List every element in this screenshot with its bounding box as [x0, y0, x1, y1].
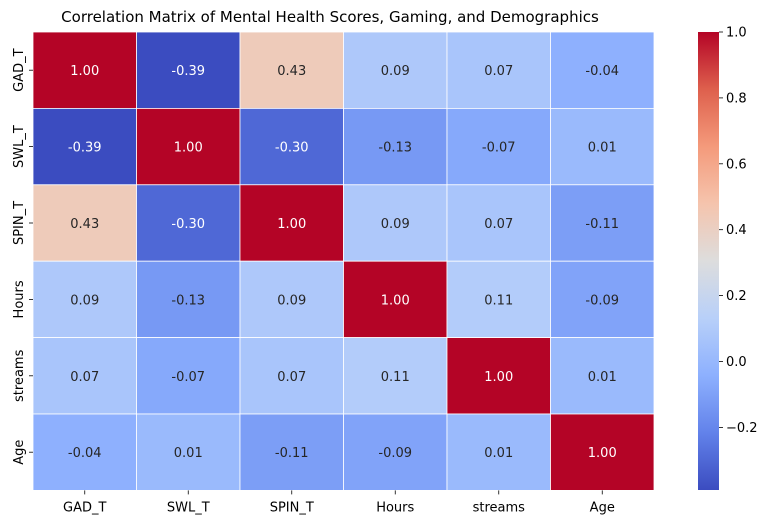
row-tick-labels: GAD_T SWL_T SPIN_T Hours streams Age	[12, 48, 33, 465]
row-tick-label: SWL_T	[12, 125, 27, 168]
cell-value-label: 1.00	[174, 141, 203, 156]
cell-value-label: 0.01	[484, 446, 513, 461]
colorbar-tick-labels: 1.0 0.8 0.6 0.4 0.2 0.0 −0.2	[719, 26, 758, 436]
cell-value-label: -0.04	[585, 64, 619, 79]
row-tick-label: Age	[12, 440, 27, 465]
cell-value-label: -0.13	[378, 141, 412, 156]
cell-value-label: 0.09	[381, 217, 410, 232]
cell-value-label: -0.13	[171, 293, 205, 308]
heatmap-cell	[446, 337, 551, 415]
heatmap-cell	[550, 413, 655, 491]
cell-value-label: 0.11	[484, 293, 513, 308]
cell-value-label: -0.07	[482, 141, 516, 156]
cell-value-label: 1.00	[277, 217, 306, 232]
heatmap-cell	[32, 413, 137, 491]
heatmap-cell	[343, 31, 448, 109]
heatmap-cell	[32, 184, 137, 262]
colorbar: 1.0 0.8 0.6 0.4 0.2 0.0 −0.2	[698, 26, 758, 490]
cell-value-label: 0.07	[70, 370, 99, 385]
row-tick-label: Hours	[12, 280, 27, 318]
heatmap-cell	[550, 108, 655, 186]
heatmap-cell	[446, 31, 551, 109]
heatmap-cell	[136, 184, 241, 262]
colorbar-tick-label: 1.0	[726, 26, 747, 41]
row-tick-label: SPIN_T	[12, 201, 27, 245]
cell-value-label: -0.09	[585, 293, 619, 308]
cell-value-label: 1.00	[381, 293, 410, 308]
colorbar-tick-label: 0.0	[726, 355, 747, 370]
cell-value-label: 1.00	[70, 64, 99, 79]
heatmap-cell	[550, 260, 655, 339]
heatmap-cell	[550, 31, 655, 109]
cell-value-label: -0.30	[171, 217, 205, 232]
cell-value-label: -0.11	[585, 217, 619, 232]
heatmap-cell	[239, 31, 344, 109]
cell-value-label: -0.09	[378, 446, 412, 461]
colorbar-tick-label: −0.2	[726, 421, 758, 436]
colorbar-tick-label: 0.4	[726, 223, 747, 238]
cell-value-label: -0.07	[171, 370, 205, 385]
cell-value-label: -0.30	[275, 141, 309, 156]
row-tick-label: streams	[12, 349, 27, 402]
cell-value-label: 0.01	[588, 370, 617, 385]
heatmap-cell	[239, 337, 344, 415]
heatmap-cells: 1.00 -0.39 0.43 0.09 0.07 -0.04 -0.39 1.00 -0.30…	[32, 31, 655, 491]
col-tick-label: streams	[473, 500, 526, 515]
heatmap-cell	[446, 184, 551, 262]
colorbar-gradient	[698, 32, 719, 490]
col-tick-label: GAD_T	[63, 500, 106, 515]
cell-value-label: 0.43	[277, 64, 306, 79]
colorbar-tick-label: 0.2	[726, 289, 747, 304]
col-tick-label: Age	[590, 500, 615, 515]
heatmap-cell	[136, 260, 241, 339]
cell-value-label: 1.00	[484, 370, 513, 385]
heatmap-cell	[239, 184, 344, 262]
cell-value-label: 0.09	[381, 64, 410, 79]
col-tick-label: SWL_T	[167, 500, 210, 515]
heatmap-cell	[446, 260, 551, 339]
heatmap-cell	[343, 108, 448, 186]
heatmap-cell	[32, 31, 137, 109]
col-tick-label: SPIN_T	[270, 500, 314, 515]
colorbar-tick-label: 0.8	[726, 91, 747, 106]
cell-value-label: 0.01	[588, 141, 617, 156]
cell-value-label: 0.01	[174, 446, 203, 461]
heatmap-cell	[550, 337, 655, 415]
cell-value-label: -0.39	[68, 141, 102, 156]
heatmap-cell	[550, 184, 655, 262]
cell-value-label: 0.09	[277, 293, 306, 308]
heatmap-cell	[343, 337, 448, 415]
row-tick-label: GAD_T	[12, 48, 27, 91]
heatmap-cell	[343, 184, 448, 262]
heatmap-cell	[343, 260, 448, 339]
cell-value-label: 0.07	[277, 370, 306, 385]
cell-value-label: 1.00	[588, 446, 617, 461]
heatmap-cell	[32, 260, 137, 339]
cell-value-label: 0.07	[484, 217, 513, 232]
cell-value-label: -0.39	[171, 64, 205, 79]
heatmap-cell	[239, 260, 344, 339]
colorbar-tick-label: 0.6	[726, 157, 747, 172]
heatmap-cell	[446, 413, 551, 491]
cell-value-label: -0.04	[68, 446, 102, 461]
cell-value-label: 0.11	[381, 370, 410, 385]
cell-value-label: 0.43	[70, 217, 99, 232]
heatmap-cell	[136, 108, 241, 186]
cell-value-label: -0.11	[275, 446, 309, 461]
cell-value-label: 0.07	[484, 64, 513, 79]
cell-value-label: 0.09	[70, 293, 99, 308]
col-tick-label: Hours	[376, 500, 414, 515]
col-tick-labels: GAD_T SWL_T SPIN_T Hours streams Age	[63, 490, 615, 515]
heatmap-cell	[136, 31, 241, 109]
chart-title: Correlation Matrix of Mental Health Scor…	[61, 8, 599, 26]
heatmap-cell	[32, 337, 137, 415]
